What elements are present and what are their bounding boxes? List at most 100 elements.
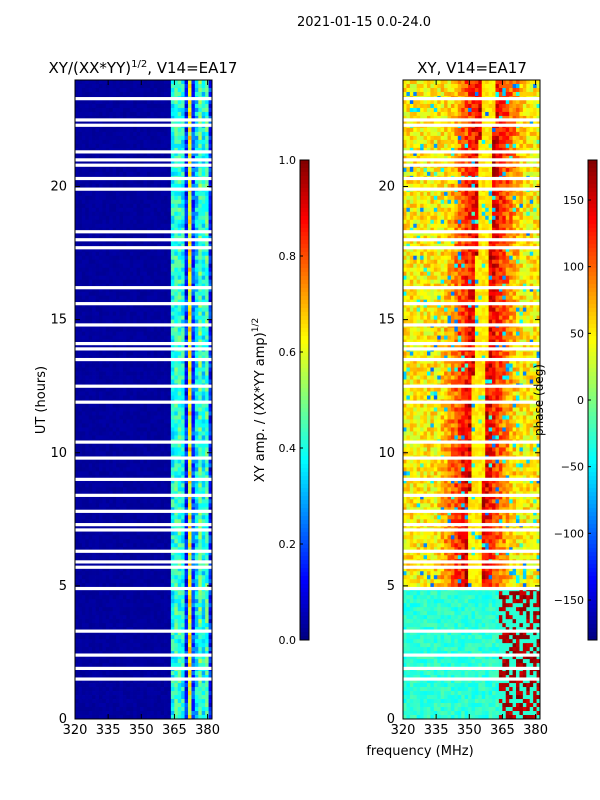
heatmap-cell: [177, 131, 182, 137]
heatmap-cell: [88, 131, 93, 137]
heatmap-cell: [170, 275, 175, 281]
heatmap-cell: [126, 511, 131, 516]
heatmap-cell: [181, 435, 185, 440]
heatmap-cell: [146, 539, 151, 544]
heatmap-cell: [75, 423, 79, 428]
heatmap-cell: [170, 435, 175, 440]
heatmap-cell: [160, 311, 165, 317]
heatmap-cell: [188, 359, 192, 364]
heatmap-cell: [191, 263, 196, 269]
heatmap-cell: [181, 87, 185, 93]
heatmap-cell: [92, 327, 96, 332]
heatmap-cell: [164, 295, 168, 301]
heatmap-cell: [105, 255, 110, 261]
heatmap-cell: [160, 335, 165, 340]
heatmap-cell: [153, 351, 158, 356]
heatmap-cell: [95, 259, 100, 265]
heatmap-cell: [208, 143, 213, 149]
heatmap-cell: [116, 539, 120, 544]
heatmap-cell: [136, 263, 141, 269]
heatmap-cell: [170, 371, 175, 376]
heatmap-cell: [140, 211, 144, 217]
heatmap-cell: [112, 279, 117, 285]
heatmap-cell: [109, 431, 114, 436]
heatmap-cell: [116, 363, 120, 368]
heatmap-cell: [119, 407, 124, 412]
heatmap-cell: [129, 107, 134, 113]
heatmap-cell: [95, 515, 100, 520]
heatmap-cell: [109, 571, 114, 576]
heatmap-cell: [150, 111, 155, 117]
heatmap-cell: [205, 391, 209, 396]
heatmap-cell: [126, 415, 131, 420]
heatmap-cell: [102, 495, 107, 500]
heatmap-cell: [191, 279, 196, 285]
heatmap-cell: [174, 275, 179, 281]
heatmap-cell: [75, 91, 79, 97]
heatmap-cell: [146, 431, 151, 436]
heatmap-cell: [88, 167, 93, 173]
heatmap-cell: [194, 139, 199, 145]
heatmap-cell: [126, 80, 131, 85]
heatmap-cell: [198, 151, 203, 157]
heatmap-cell: [112, 415, 117, 420]
heatmap-cell: [208, 351, 213, 356]
heatmap-cell: [109, 283, 114, 289]
heatmap-cell: [198, 539, 203, 544]
heatmap-cell: [164, 535, 168, 540]
heatmap-cell: [201, 547, 206, 552]
heatmap-cell: [112, 411, 117, 416]
heatmap-cell: [129, 419, 134, 424]
heatmap-cell: [167, 459, 172, 464]
heatmap-cell: [136, 147, 141, 153]
heatmap-cell: [198, 343, 203, 348]
heatmap-cell: [181, 423, 185, 428]
heatmap-cell: [126, 111, 131, 117]
heatmap-cell: [153, 251, 158, 257]
heatmap-cell: [157, 263, 162, 269]
heatmap-cell: [143, 367, 148, 372]
heatmap-cell: [143, 211, 148, 217]
heatmap-cell: [201, 319, 206, 325]
heatmap-cell: [191, 211, 196, 217]
heatmap-cell: [75, 463, 79, 468]
heatmap-cell: [157, 267, 162, 273]
heatmap-cell: [181, 487, 185, 492]
heatmap-cell: [122, 283, 127, 289]
heatmap-cell: [75, 131, 79, 137]
heatmap-cell: [102, 443, 107, 448]
heatmap-cell: [143, 403, 148, 408]
heatmap-cell: [198, 387, 203, 392]
heatmap-cell: [92, 295, 96, 301]
heatmap-cell: [129, 103, 134, 109]
heatmap-cell: [133, 139, 138, 145]
heatmap-cell: [85, 247, 90, 253]
heatmap-cell: [177, 127, 182, 133]
heatmap-cell: [81, 463, 86, 468]
heatmap-cell: [85, 491, 90, 496]
heatmap-cell: [184, 531, 189, 536]
heatmap-cell: [181, 183, 185, 189]
heatmap-cell: [143, 271, 148, 277]
heatmap-cell: [85, 487, 90, 492]
heatmap-cell: [198, 491, 203, 496]
heatmap-cell: [205, 303, 209, 309]
heatmap-cell: [136, 259, 141, 265]
heatmap-cell: [95, 563, 100, 568]
heatmap-cell: [164, 483, 168, 488]
heatmap-cell: [126, 171, 131, 177]
heatmap-cell: [177, 459, 182, 464]
heatmap-cell: [105, 139, 110, 145]
heatmap-cell: [102, 115, 107, 121]
heatmap-cell: [184, 311, 189, 317]
heatmap-cell: [112, 219, 117, 225]
heatmap-cell: [146, 99, 151, 105]
heatmap-cell: [146, 379, 151, 384]
heatmap-cell: [164, 391, 168, 396]
heatmap-cell: [208, 131, 213, 137]
heatmap-cell: [126, 295, 131, 301]
heatmap-cell: [92, 499, 96, 504]
heatmap-cell: [160, 287, 165, 293]
heatmap-cell: [164, 279, 168, 285]
heatmap-cell: [198, 195, 203, 201]
